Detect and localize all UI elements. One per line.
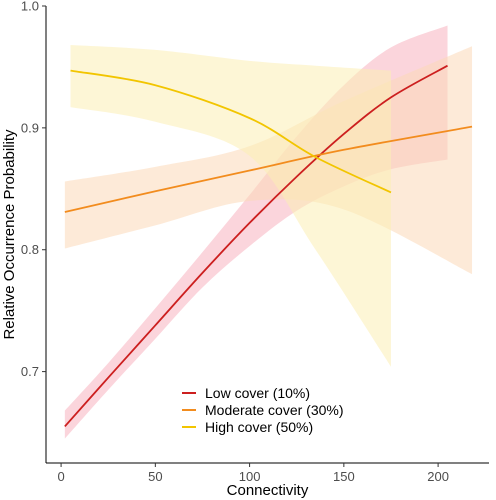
y-tick-label: 1.0 (21, 0, 39, 14)
legend-label: Moderate cover (30%) (205, 402, 344, 418)
legend: Low cover (10%)Moderate cover (30%)High … (182, 385, 344, 435)
y-axis-title: Relative Occurrence Probability (1, 129, 18, 340)
y-ticks: 0.7 0.8 0.9 1.0 (21, 0, 46, 379)
legend-label: High cover (50%) (205, 419, 313, 435)
confidence-bands (64, 25, 473, 439)
series-line-2 (64, 125, 473, 213)
x-axis-title: Connectivity (227, 482, 309, 499)
series-line-1 (64, 64, 448, 428)
series-lines (64, 64, 473, 428)
axes (45, 6, 489, 464)
series-line-3 (70, 69, 392, 194)
x-tick-label: 200 (427, 469, 449, 484)
x-tick-label: 100 (239, 469, 261, 484)
x-tick-label: 0 (57, 469, 64, 484)
x-ticks: 0 50 100 150 200 (57, 463, 449, 484)
y-tick-label: 0.8 (21, 242, 39, 257)
x-tick-label: 150 (333, 469, 355, 484)
y-tick-label: 0.7 (21, 364, 39, 379)
confidence-band-3 (70, 45, 391, 367)
y-tick-label: 0.9 (21, 120, 39, 135)
x-tick-label: 50 (148, 469, 162, 484)
legend-label: Low cover (10%) (205, 385, 310, 401)
